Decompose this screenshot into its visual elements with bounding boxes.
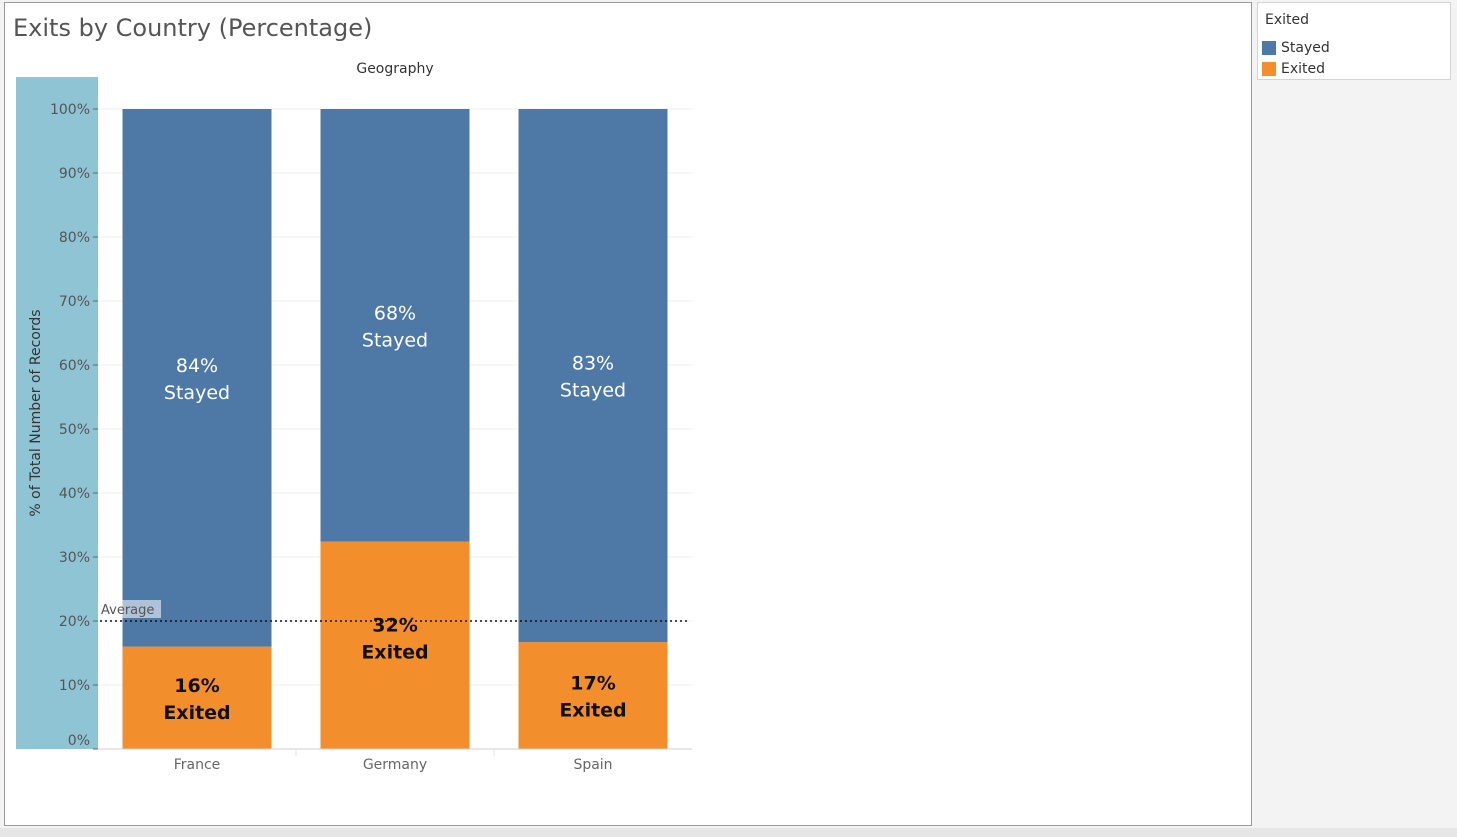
legend-item-stayed[interactable]: Stayed — [1262, 39, 1330, 57]
bar-label-value: 17% — [570, 673, 615, 695]
bar-label-name: Stayed — [164, 382, 230, 404]
bar-label-name: Stayed — [560, 380, 626, 402]
bar-exited — [122, 646, 272, 749]
legend-label-stayed: Stayed — [1281, 40, 1330, 56]
bar-chart: Geography % of Total Number of Records 1… — [16, 61, 692, 773]
y-tick-label: 40% — [59, 486, 90, 502]
legend[interactable]: Exited Stayed Exited — [1257, 2, 1451, 80]
bar-stayed — [320, 109, 470, 542]
y-tick-label: 100% — [50, 102, 90, 118]
y-axis-band — [16, 77, 98, 749]
bar-label-value: 68% — [374, 302, 416, 324]
bar-label-name: Exited — [163, 702, 230, 724]
bar-label-name: Exited — [361, 641, 428, 663]
legend-label-exited: Exited — [1281, 61, 1326, 77]
bar-stayed — [518, 109, 668, 643]
y-tick-label: 80% — [59, 230, 90, 246]
bar-label-value: 84% — [176, 355, 218, 377]
legend-swatch-exited — [1262, 62, 1276, 76]
average-label-bg — [99, 600, 161, 618]
y-tick-label: 70% — [59, 294, 90, 310]
status-strip — [0, 828, 1457, 837]
y-tick-label: 0% — [68, 733, 90, 749]
bar-exited — [320, 541, 470, 749]
y-tick-label: 20% — [59, 614, 90, 630]
bar-stayed — [122, 109, 272, 647]
y-tick-label: 90% — [59, 166, 90, 182]
y-axis-label: % of Total Number of Records — [28, 309, 44, 516]
average-label: Average — [101, 603, 154, 618]
y-tick-label: 60% — [59, 358, 90, 374]
bar-label-name: Stayed — [362, 329, 428, 351]
chart-title: Exits by Country (Percentage) — [13, 14, 373, 42]
bar-label-name: Exited — [559, 700, 626, 722]
x-tick-label: France — [174, 757, 221, 773]
y-tick-label: 50% — [59, 422, 90, 438]
bar-label-value: 16% — [174, 675, 219, 697]
legend-swatch-stayed — [1262, 41, 1276, 55]
bar-label-value: 83% — [572, 353, 614, 375]
bar-exited — [518, 642, 668, 749]
column-header: Geography — [356, 61, 433, 77]
x-tick-label: Spain — [573, 757, 612, 773]
legend-item-exited[interactable]: Exited — [1262, 60, 1325, 78]
bar-label-value: 32% — [372, 614, 417, 636]
legend-title: Exited — [1265, 12, 1310, 28]
y-tick-label: 10% — [59, 678, 90, 694]
y-tick-label: 30% — [59, 550, 90, 566]
x-tick-label: Germany — [363, 757, 427, 773]
